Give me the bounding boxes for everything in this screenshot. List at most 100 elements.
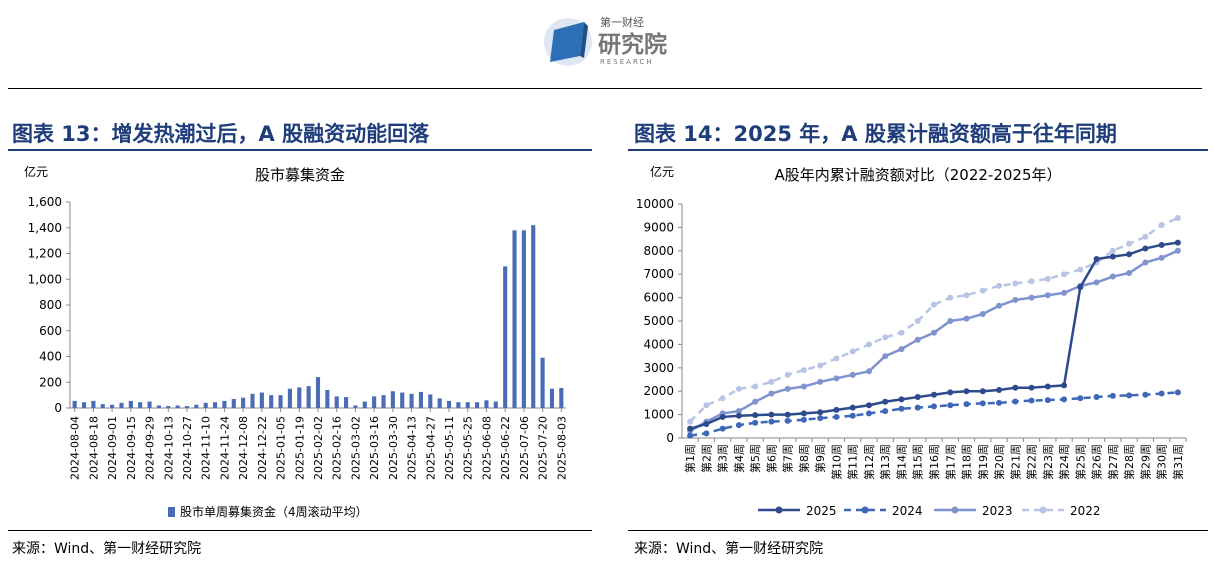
x-tick-label: 第13周 xyxy=(878,444,892,480)
x-tick-label: 2025-01-19 xyxy=(293,416,306,480)
x-tick-label: 2025-08-03 xyxy=(555,416,568,480)
x-tick-label: 2025-03-16 xyxy=(368,416,381,480)
bar xyxy=(241,397,246,408)
x-tick-label: 第12周 xyxy=(862,444,876,480)
y-axis-unit: 亿元 xyxy=(650,164,674,179)
x-tick-label: 2025-03-30 xyxy=(387,416,400,480)
x-tick-label: 第9周 xyxy=(813,444,827,473)
data-point-2023 xyxy=(1012,296,1019,303)
logo-small-text: 第一财经 xyxy=(600,15,644,29)
data-point-2022 xyxy=(963,292,970,299)
data-point-2024 xyxy=(784,417,791,424)
bar xyxy=(484,400,489,408)
data-point-2024 xyxy=(1012,398,1019,405)
y-tick-label: 9000 xyxy=(643,220,674,234)
x-tick-label: 第2周 xyxy=(699,444,713,473)
data-point-2024 xyxy=(1061,396,1068,403)
chart-title: A股年内累计融资额对比（2022-2025年） xyxy=(774,166,1061,184)
x-tick-label: 2024-09-29 xyxy=(144,416,157,480)
bar xyxy=(390,391,395,408)
data-point-2025 xyxy=(898,396,905,403)
data-point-2024 xyxy=(687,432,694,439)
bar xyxy=(437,398,442,408)
data-point-2025 xyxy=(882,398,889,405)
x-tick-label: 第17周 xyxy=(943,444,957,480)
data-point-2025 xyxy=(947,389,954,396)
bar xyxy=(428,394,433,408)
bar xyxy=(269,395,274,408)
x-tick-label: 第7周 xyxy=(781,444,795,473)
data-point-2022 xyxy=(914,318,921,324)
data-point-2023 xyxy=(784,385,791,392)
data-point-2023 xyxy=(800,383,807,390)
x-tick-label: 2025-02-02 xyxy=(312,416,325,480)
bar xyxy=(512,230,517,408)
x-tick-label: 2024-10-27 xyxy=(181,416,194,480)
x-tick-label: 第15周 xyxy=(911,444,925,480)
data-point-2024 xyxy=(931,403,937,410)
data-point-2024 xyxy=(768,418,775,425)
legend-label: 2022 xyxy=(1070,504,1101,518)
bar xyxy=(184,406,190,408)
data-point-2024 xyxy=(833,413,840,420)
x-tick-label: 2025-07-20 xyxy=(537,416,550,480)
data-point-2023 xyxy=(1044,292,1051,299)
bar xyxy=(72,400,77,408)
data-point-2023 xyxy=(1061,289,1068,296)
data-point-2023 xyxy=(979,310,986,317)
bar xyxy=(315,377,321,408)
data-point-2023 xyxy=(898,346,905,353)
data-point-2025 xyxy=(703,420,710,427)
x-tick-label: 2025-06-22 xyxy=(499,416,512,480)
bar xyxy=(212,402,218,408)
y-tick-label: 7000 xyxy=(643,267,674,281)
bar xyxy=(128,400,133,408)
data-point-2025 xyxy=(833,406,840,413)
bar xyxy=(156,405,161,408)
legend-marker-2024 xyxy=(861,506,869,514)
x-tick-label: 2024-08-18 xyxy=(87,416,100,480)
data-point-2023 xyxy=(996,302,1003,309)
data-point-2025 xyxy=(865,402,872,409)
data-point-2023 xyxy=(1174,247,1181,254)
data-point-2024 xyxy=(1126,392,1133,399)
y-tick-label: 1,400 xyxy=(28,221,62,235)
data-point-2022 xyxy=(800,367,807,374)
data-point-2025 xyxy=(914,394,921,401)
x-tick-label: 第8周 xyxy=(797,444,811,473)
x-tick-label: 2025-03-02 xyxy=(349,416,362,480)
data-point-2022 xyxy=(1044,275,1051,282)
data-point-2025 xyxy=(800,410,807,417)
y-tick-label: 0 xyxy=(666,431,674,445)
bar xyxy=(222,400,227,408)
legend-label: 2025 xyxy=(806,504,837,518)
data-point-2022 xyxy=(1158,222,1165,229)
x-tick-label: 第21周 xyxy=(1008,444,1022,480)
data-point-2024 xyxy=(865,410,872,417)
data-point-2022 xyxy=(703,402,710,409)
bar xyxy=(91,400,96,408)
data-point-2024 xyxy=(1109,392,1116,399)
bar xyxy=(297,387,302,408)
data-point-2024 xyxy=(979,400,986,407)
data-point-2022 xyxy=(752,383,759,390)
x-tick-label: 第14周 xyxy=(894,444,908,480)
bar xyxy=(475,402,480,408)
right-source-rule xyxy=(628,530,1208,531)
legend-label: 2024 xyxy=(892,504,923,518)
data-point-2025 xyxy=(817,409,824,416)
data-point-2022 xyxy=(735,385,742,392)
data-point-2025 xyxy=(1126,251,1133,258)
left-title-rule xyxy=(8,149,592,151)
data-point-2025 xyxy=(931,391,937,398)
bar xyxy=(353,405,358,408)
x-tick-label: 第25周 xyxy=(1073,444,1087,480)
data-point-2023 xyxy=(882,353,889,360)
data-point-2025 xyxy=(1158,241,1165,248)
y-tick-label: 400 xyxy=(39,350,62,364)
logo-big-text: 研究院 xyxy=(598,31,667,58)
x-tick-label: 第27周 xyxy=(1106,444,1120,480)
y-tick-label: 1,600 xyxy=(28,195,62,209)
data-point-2022 xyxy=(865,341,872,348)
x-tick-label: 2024-09-01 xyxy=(106,416,119,480)
